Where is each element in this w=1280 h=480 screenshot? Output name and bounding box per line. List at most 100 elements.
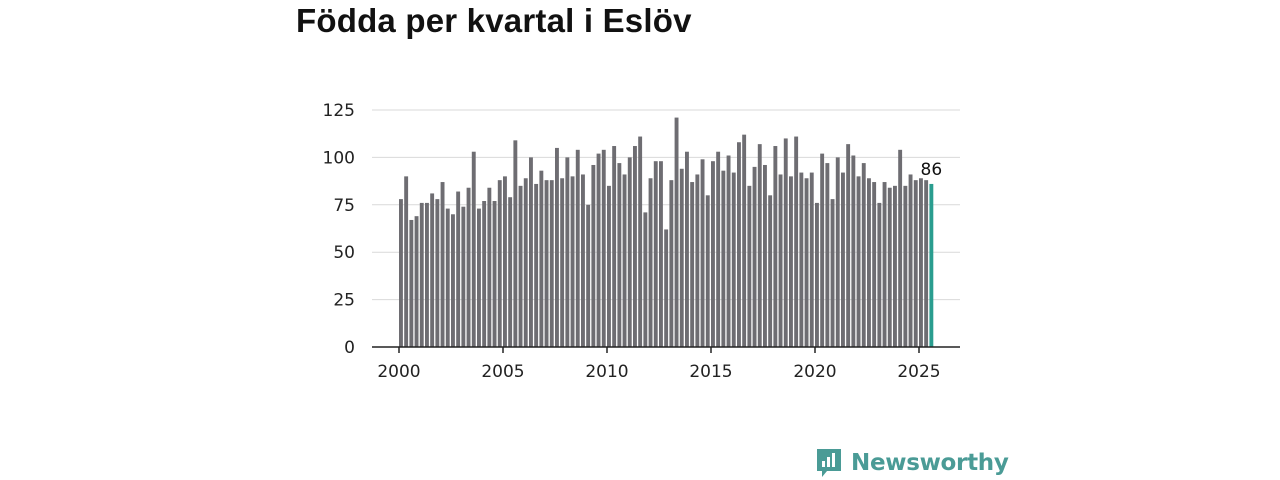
- bar: [835, 157, 840, 347]
- bar: [560, 178, 565, 347]
- y-tick-label: 0: [344, 338, 355, 358]
- bar: [851, 155, 856, 347]
- y-tick-label: 125: [323, 101, 355, 121]
- y-tick-label: 50: [333, 243, 355, 263]
- x-tick-label: 2010: [585, 362, 628, 382]
- bar: [529, 157, 533, 347]
- bar: [763, 164, 767, 347]
- bar: [783, 138, 788, 347]
- bar: [841, 172, 845, 347]
- bar: [622, 174, 627, 347]
- bar: [711, 161, 715, 347]
- bar: [773, 146, 778, 347]
- bar: [414, 216, 419, 347]
- bar: [534, 183, 539, 347]
- newsworthy-logo-icon: [817, 449, 841, 477]
- bar: [612, 146, 617, 347]
- bar: [539, 170, 544, 347]
- bar: [705, 195, 710, 347]
- bar: [679, 168, 684, 347]
- bar: [399, 199, 403, 347]
- bar: [419, 202, 424, 347]
- bar: [451, 214, 455, 347]
- bar: [653, 161, 658, 347]
- bar: [882, 182, 887, 347]
- bar: [794, 136, 799, 347]
- bar: [508, 197, 513, 347]
- bar: [523, 178, 528, 347]
- bar: [471, 151, 476, 347]
- bar: [482, 201, 487, 347]
- bar: [425, 202, 429, 347]
- bar: [430, 193, 435, 347]
- bar: [601, 149, 606, 347]
- bar: [742, 134, 747, 347]
- bar: [737, 142, 741, 347]
- bar: [487, 187, 492, 347]
- bar: [435, 199, 440, 347]
- bar: [830, 199, 835, 347]
- axes: [372, 346, 960, 353]
- bar: [440, 182, 445, 347]
- bar: [924, 180, 929, 347]
- bar: [825, 163, 830, 347]
- brand-logo: Newsworthy: [815, 447, 1009, 479]
- bar: [513, 140, 518, 347]
- bar: [789, 176, 793, 347]
- bar: [627, 157, 632, 347]
- bar: [861, 163, 866, 347]
- bar: [643, 212, 648, 347]
- bar: [607, 185, 611, 347]
- bar: [445, 208, 450, 347]
- bar: [570, 176, 575, 347]
- y-tick-label: 75: [333, 196, 355, 216]
- bar: [633, 146, 637, 347]
- bar: [856, 176, 861, 347]
- x-tick-label: 2015: [689, 362, 732, 382]
- bar: [919, 178, 923, 347]
- bar: [497, 180, 502, 347]
- bar: [804, 178, 809, 347]
- bar: [503, 176, 507, 347]
- bar-highlight: [929, 183, 934, 347]
- bar: [690, 182, 695, 347]
- bar: [617, 163, 622, 347]
- bar: [674, 117, 679, 347]
- bar: [492, 201, 497, 347]
- bar: [893, 185, 897, 347]
- bars: [399, 117, 934, 347]
- bar: [591, 164, 596, 347]
- chart-title: Födda per kvartal i Eslöv: [296, 2, 692, 39]
- bar: [815, 202, 819, 347]
- bar: [726, 155, 731, 347]
- bar: [409, 219, 414, 347]
- bar: [581, 174, 585, 347]
- bar: [664, 229, 669, 347]
- bar: [898, 149, 903, 347]
- y-tick-label: 25: [333, 291, 355, 311]
- bar: [544, 180, 549, 347]
- bar: [887, 187, 892, 347]
- bar: [757, 144, 762, 347]
- y-tick-label: 100: [323, 148, 355, 168]
- bar: [695, 174, 700, 347]
- bar: [846, 144, 851, 347]
- bar: [456, 191, 461, 347]
- bar: [721, 170, 726, 347]
- bar: [549, 180, 554, 347]
- x-tick-label: 2025: [897, 362, 940, 382]
- bar: [404, 176, 409, 347]
- bar: [752, 166, 757, 347]
- bar: [659, 161, 663, 347]
- bar: [778, 174, 783, 347]
- bar: [477, 208, 481, 347]
- bar: [747, 185, 752, 347]
- last-value-label: 86: [921, 160, 943, 180]
- bar: [799, 172, 804, 347]
- bar: [555, 147, 559, 347]
- bar: [461, 206, 466, 347]
- bar: [565, 157, 570, 347]
- bar: [575, 149, 580, 347]
- bar: [903, 185, 908, 347]
